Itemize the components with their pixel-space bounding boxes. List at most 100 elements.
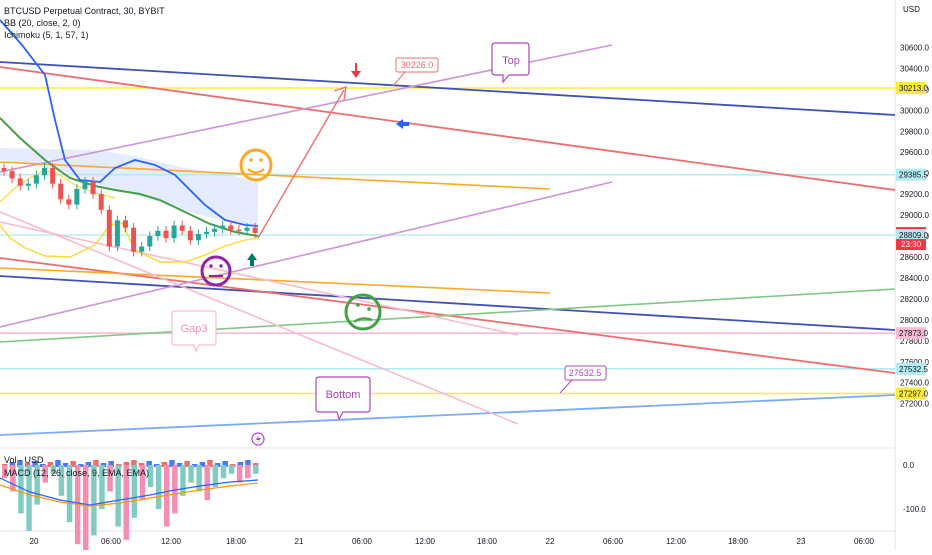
pink-trendline-steep [0,211,519,425]
macd-histogram-bar [42,465,48,483]
time-axis-label: 06:00 [101,537,122,546]
macd-histogram-bar [66,465,73,523]
candle-body [187,230,193,241]
price-tick-label: 27600.0 [900,358,929,367]
volume-bar [184,461,190,467]
volume-bar [78,464,84,467]
orange-line-lower [0,267,551,294]
macd-histogram-bar [220,465,227,479]
price-tick-label: 27400.0 [900,379,929,388]
macd-histogram-bar [2,465,8,479]
volume-bar [192,464,198,467]
gap-label: Gap3 [181,323,208,335]
time-axis-label: 18:00 [226,537,247,546]
price-tag [896,168,926,181]
macd-histogram-bar [26,465,32,531]
macd-histogram-bar [204,465,210,501]
price-tag-label: 30213.0 [899,84,928,93]
volume-bar [245,460,251,467]
candle-body [33,175,39,184]
countdown-tag [896,239,926,251]
candle-body [90,181,96,195]
price-tick-label: 30400.0 [900,64,929,73]
callout-high-box [395,57,439,73]
candle-body [179,225,185,231]
price-tick-label: 29000.0 [900,211,929,220]
purple-channel-lower [0,181,613,328]
navy-trendline-lower [0,275,896,331]
candle-body [220,225,226,229]
ichimoku-cloud [0,148,258,228]
legend-macd[interactable]: MACD (12, 26, close, 9, EMA, EMA) [4,468,150,478]
teal-up-arrow-marker [247,253,257,266]
macd-histogram-bar [147,465,154,487]
macd-histogram-bar [34,465,40,505]
macd-histogram-bar [172,465,178,514]
callout-low-label: 27532.5 [569,368,602,378]
navy-trendline-upper [0,61,896,116]
volume-bar [199,462,206,467]
price-tag [896,229,926,242]
price-tick-label: 27200.0 [900,400,929,409]
projection-arrow-head [333,85,347,101]
legend-bb[interactable]: BB (20, close, 2, 0) [4,18,81,28]
symbol-title[interactable]: BTCUSD Perpetual Contract, 30, BYBIT [4,6,165,16]
macd-histogram-bar [188,465,194,483]
callout-high-pointer [392,71,406,87]
macd-histogram-bar [196,465,202,492]
candle-body [1,167,7,172]
ichimoku-line [0,19,259,227]
confused-face-eye [367,307,371,311]
happy-face-eye [249,158,253,162]
price-tag [896,82,926,94]
legend-ichimoku[interactable]: Ichimoku (5, 1, 57, 1) [4,30,89,40]
candle-body [42,167,47,176]
candle-body [74,188,80,205]
macd-histogram-bar [91,465,97,536]
volume-bar [207,460,213,467]
pink-trendline-shallow [0,221,519,336]
volume-bar [85,462,92,467]
bottom-bubble [315,376,371,421]
candle-body [147,236,153,247]
macd-histogram-bar [83,465,89,555]
candle-body [228,225,234,230]
macd-histogram-bar [131,465,138,518]
volume-bar [237,462,244,467]
bottom-label: Bottom [326,389,361,401]
neutral-face-eye [219,264,223,268]
legend-volume[interactable]: Vol · USD [4,455,44,465]
macd-histogram-bar [18,465,24,514]
price-tick-label: 28200.0 [900,295,929,304]
macd-tick-label: -100.0 [903,505,926,514]
callout-low-box [564,365,607,381]
macd-histogram-bar [236,465,243,483]
macd-histogram-bar [180,465,186,496]
price-tick-label: 30600.0 [900,43,929,52]
time-axis-label: 12:00 [161,537,182,546]
time-axis-label: 06:00 [352,537,373,546]
happy-face-mouth [247,168,265,174]
candle-body [131,227,137,252]
candle-body [236,229,242,232]
macd-histogram-bar [212,465,219,487]
time-axis-label: 22 [546,537,555,546]
orange-line-upper [0,161,551,190]
time-axis-label: 06:00 [854,537,875,546]
time-axis-label: 12:00 [666,537,687,546]
time-axis-label: 21 [295,537,304,546]
macd-histogram-bar [10,465,16,492]
price-tick-label: 27800.0 [900,337,929,346]
candle-body [98,194,104,210]
price-tag-label: 28809.0 [899,231,928,240]
happy-face-eye [259,158,263,162]
time-axis-label: 12:00 [415,537,436,546]
time-axis-label: 18:00 [477,537,498,546]
blue-left-arrow-marker [396,119,409,129]
price-scale-currency: USD [903,5,920,14]
candle-body [244,227,250,231]
volume-bar [176,463,183,467]
projection-arrow-line [257,89,345,239]
